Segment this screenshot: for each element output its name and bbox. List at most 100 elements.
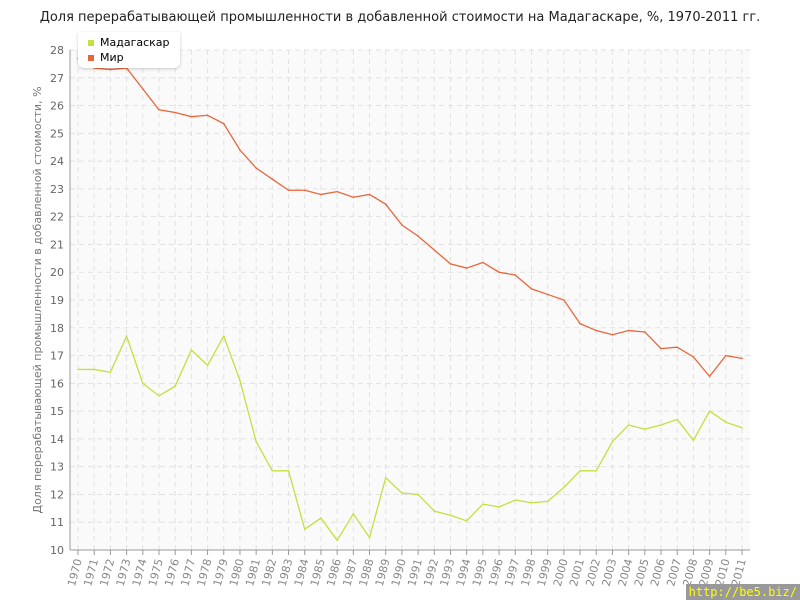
data-point bbox=[725, 421, 727, 424]
data-point bbox=[514, 274, 517, 276]
data-point bbox=[595, 329, 598, 332]
data-point bbox=[206, 114, 209, 117]
legend-item-world[interactable]: Мир bbox=[88, 51, 124, 64]
data-point bbox=[174, 111, 176, 114]
y-tick-label: 19 bbox=[50, 294, 64, 307]
data-point bbox=[125, 335, 128, 337]
y-tick-label: 25 bbox=[50, 127, 64, 140]
data-point bbox=[498, 271, 500, 274]
data-point bbox=[627, 329, 630, 332]
data-point bbox=[368, 536, 371, 539]
data-point bbox=[336, 190, 338, 193]
data-point bbox=[271, 470, 274, 472]
data-point bbox=[433, 249, 436, 251]
data-point bbox=[595, 470, 598, 472]
data-point bbox=[368, 193, 371, 196]
y-tick-label: 28 bbox=[50, 44, 64, 57]
y-tick-label: 20 bbox=[50, 266, 64, 279]
data-point bbox=[530, 288, 533, 290]
data-point bbox=[482, 503, 484, 505]
y-tick-label: 13 bbox=[50, 461, 64, 474]
data-point bbox=[741, 426, 743, 429]
legend-label: Мир bbox=[100, 51, 124, 64]
data-point bbox=[692, 356, 695, 358]
data-point bbox=[190, 115, 193, 118]
data-point bbox=[109, 68, 112, 71]
y-tick-label: 15 bbox=[50, 405, 64, 418]
data-point bbox=[417, 493, 419, 496]
data-point bbox=[563, 486, 565, 489]
y-tick-label: 16 bbox=[50, 377, 64, 390]
data-point bbox=[465, 267, 468, 269]
y-tick-label: 11 bbox=[50, 516, 64, 529]
data-point bbox=[546, 293, 549, 296]
data-point bbox=[401, 492, 403, 494]
data-point bbox=[320, 193, 322, 196]
series-line-world bbox=[77, 57, 743, 378]
data-point bbox=[725, 354, 727, 357]
data-point bbox=[222, 122, 225, 125]
y-tick-label: 12 bbox=[50, 488, 64, 501]
data-point bbox=[93, 368, 95, 371]
data-point bbox=[579, 322, 581, 325]
data-point bbox=[77, 368, 79, 371]
data-point bbox=[676, 418, 679, 421]
data-point bbox=[676, 346, 679, 349]
data-point bbox=[109, 371, 112, 374]
data-point bbox=[692, 439, 695, 442]
data-point bbox=[206, 364, 209, 367]
data-point bbox=[660, 347, 662, 350]
plot-area bbox=[70, 50, 750, 550]
data-point bbox=[255, 440, 257, 443]
data-point bbox=[644, 331, 646, 333]
data-point bbox=[287, 189, 290, 192]
watermark[interactable]: http://be5.biz/ bbox=[685, 584, 800, 600]
chart-title: Доля перерабатывающей промышленности в д… bbox=[39, 10, 761, 25]
series-line-madagascar bbox=[78, 334, 743, 542]
data-point bbox=[239, 379, 241, 382]
data-point bbox=[352, 196, 355, 199]
data-point bbox=[141, 382, 144, 385]
data-point bbox=[449, 514, 452, 517]
data-point bbox=[433, 510, 436, 512]
data-point bbox=[303, 528, 306, 530]
y-tick-label: 23 bbox=[50, 183, 64, 196]
y-tick-label: 21 bbox=[50, 238, 64, 251]
data-point bbox=[401, 224, 403, 226]
data-point bbox=[384, 476, 387, 479]
y-tick-label: 22 bbox=[50, 211, 64, 224]
data-point bbox=[141, 88, 144, 90]
data-point bbox=[287, 470, 290, 472]
data-point bbox=[644, 428, 646, 430]
data-point bbox=[627, 424, 630, 426]
legend-item-madagascar[interactable]: Мадагаскар bbox=[88, 36, 170, 49]
y-tick-label: 18 bbox=[50, 322, 64, 335]
data-point bbox=[158, 108, 160, 111]
legend-label: Мадагаскар bbox=[100, 36, 170, 49]
data-point bbox=[579, 470, 581, 472]
data-point bbox=[239, 149, 241, 151]
data-point bbox=[352, 513, 355, 515]
legend: Мадагаскар Мир bbox=[78, 32, 180, 68]
data-point bbox=[611, 333, 614, 336]
data-point bbox=[417, 235, 419, 237]
y-tick-label: 27 bbox=[50, 72, 64, 85]
data-point bbox=[255, 167, 257, 169]
data-point bbox=[708, 375, 711, 378]
data-point bbox=[271, 178, 274, 180]
data-point bbox=[384, 203, 387, 205]
data-point bbox=[222, 335, 225, 337]
y-tick-label: 24 bbox=[50, 155, 64, 168]
data-point bbox=[158, 395, 160, 397]
data-point bbox=[514, 499, 517, 501]
data-point bbox=[498, 506, 500, 508]
data-point bbox=[174, 385, 176, 387]
y-tick-label: 10 bbox=[50, 544, 64, 557]
y-axis-label: Доля перерабатывающей промышленности в д… bbox=[31, 86, 44, 513]
data-point bbox=[611, 440, 614, 443]
data-point bbox=[546, 500, 549, 503]
data-point bbox=[741, 357, 743, 360]
data-point bbox=[190, 349, 193, 351]
data-point bbox=[303, 189, 306, 192]
